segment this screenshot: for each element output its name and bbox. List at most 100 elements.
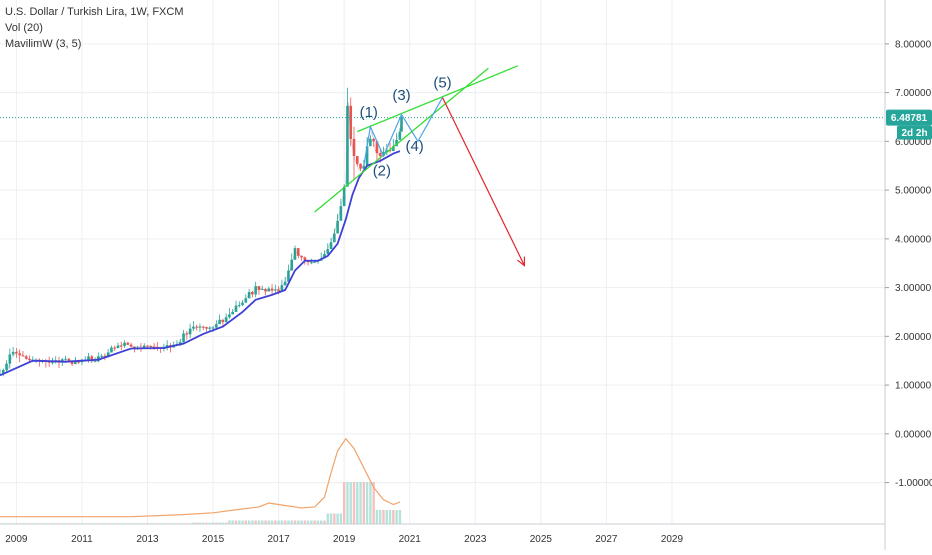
volume-bar — [192, 522, 195, 524]
volume-bar — [182, 523, 185, 525]
volume-bar — [97, 523, 100, 525]
x-tick-label: 2013 — [136, 534, 159, 545]
volume-bar — [129, 523, 133, 525]
y-tick-label: -1.00000 — [895, 478, 932, 489]
volume-bar — [379, 510, 382, 524]
volume-bar — [238, 520, 241, 524]
projection-arrow-line[interactable] — [441, 97, 525, 266]
volume-bar — [323, 520, 326, 524]
volume-bar — [326, 513, 329, 524]
wave-label[interactable]: (1) — [360, 104, 378, 121]
volume-bar — [87, 523, 90, 525]
volume-bar — [162, 523, 166, 525]
volume-bar — [398, 510, 402, 524]
candle-body — [116, 345, 120, 349]
candle-body — [1, 369, 5, 374]
volume-bar — [18, 523, 21, 525]
volume-bar — [70, 523, 74, 525]
candle-body — [24, 356, 28, 359]
y-tick-label: 5.00000 — [895, 186, 932, 197]
candle-body — [18, 353, 21, 356]
candle-body — [241, 302, 244, 306]
volume-bar — [375, 510, 379, 524]
volume-bar — [126, 523, 130, 525]
volume-bar — [349, 482, 352, 524]
symbol-title[interactable]: U.S. Dollar / Turkish Lira, 1W, FXCM — [5, 6, 184, 18]
mavilimw-indicator-label[interactable]: MavilimW (3, 5) — [5, 38, 82, 50]
wave-label[interactable]: (4) — [405, 138, 423, 155]
volume-bar — [74, 523, 77, 525]
volume-bar — [385, 510, 388, 524]
volume-bar — [395, 510, 398, 524]
volume-bar — [362, 482, 366, 524]
candle-body — [74, 361, 77, 365]
volume-bar — [359, 482, 362, 524]
elliott-wave-path[interactable] — [363, 97, 444, 166]
volume-bar — [392, 510, 395, 524]
volume-bar — [202, 522, 205, 524]
volume-bar — [369, 482, 372, 524]
volume-bar — [61, 523, 64, 525]
volume-bar — [64, 523, 67, 525]
candle-body — [293, 248, 297, 260]
volume-bar — [195, 522, 198, 524]
candle-body — [211, 327, 215, 329]
candle-body — [290, 259, 294, 271]
volume-bar — [11, 523, 15, 525]
volume-bar — [329, 513, 333, 524]
volume-bar — [221, 522, 225, 524]
candle-body — [336, 220, 339, 234]
wave-label[interactable]: (5) — [433, 75, 451, 92]
candle-body — [28, 358, 31, 361]
candle-body — [146, 345, 149, 347]
candle-body — [70, 360, 74, 365]
candle-body — [126, 342, 130, 345]
candle-body — [398, 131, 402, 140]
wave-label[interactable]: (2) — [373, 162, 391, 179]
candle-body — [388, 150, 392, 152]
volume-bar — [80, 523, 84, 525]
volume-bar — [15, 523, 18, 525]
volume-bar — [113, 523, 116, 525]
volume-bar — [336, 513, 339, 524]
volume-bar — [57, 523, 61, 525]
candle-body — [283, 281, 287, 286]
price-tag — [886, 109, 932, 126]
volume-bar — [198, 522, 202, 524]
x-tick-label: 2009 — [5, 534, 28, 545]
volume-bar — [306, 520, 310, 524]
channel-lower-line[interactable] — [314, 67, 489, 213]
candle-body — [395, 139, 398, 147]
volume-bar — [313, 520, 316, 524]
candle-body — [93, 361, 97, 363]
volume-bar — [352, 482, 356, 524]
wave-label[interactable]: (3) — [392, 87, 410, 104]
volume-bar — [188, 523, 192, 525]
candle-body — [310, 262, 313, 264]
volume-bar — [365, 482, 369, 524]
volume-bar — [123, 523, 126, 525]
y-tick-label: 2.00000 — [895, 332, 932, 343]
candle-body — [142, 345, 146, 349]
candle-body — [11, 351, 15, 355]
volume-bar — [251, 520, 254, 524]
candle-body — [221, 319, 225, 323]
volume-bar — [139, 523, 143, 525]
candle-body — [113, 347, 117, 349]
volume-bar — [120, 523, 123, 525]
candle-body — [51, 362, 54, 364]
volume-bar — [28, 523, 31, 525]
channel-upper-line[interactable] — [357, 65, 519, 133]
candle-body — [362, 165, 366, 169]
candle-body — [251, 291, 254, 295]
candle-body — [342, 186, 346, 207]
volume-bar — [346, 482, 349, 524]
volume-bar — [208, 522, 211, 524]
volume-bar — [156, 523, 159, 525]
volume-bar — [280, 520, 284, 524]
candle-body — [198, 326, 202, 328]
volume-bar — [270, 520, 274, 524]
volume-indicator-label[interactable]: Vol (20) — [5, 22, 43, 34]
